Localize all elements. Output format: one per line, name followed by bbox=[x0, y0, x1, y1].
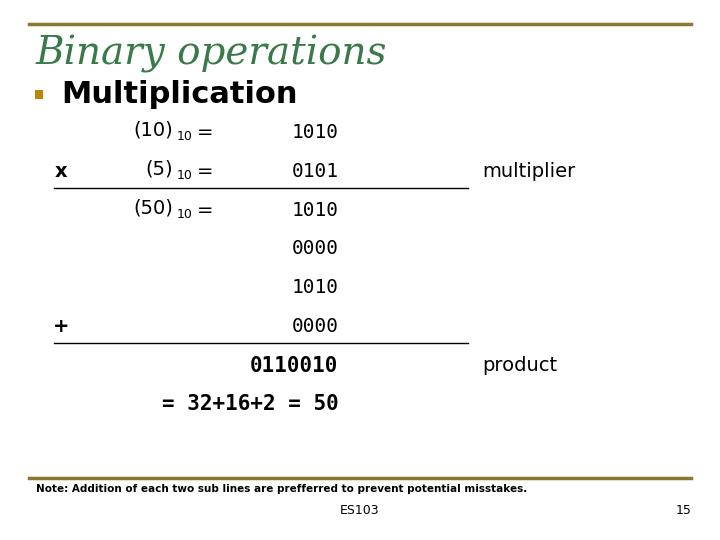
Text: Binary operations: Binary operations bbox=[36, 35, 387, 73]
Text: =: = bbox=[197, 123, 213, 142]
Text: Multiplication: Multiplication bbox=[61, 80, 297, 109]
Text: 0101: 0101 bbox=[292, 161, 338, 181]
Text: 10: 10 bbox=[176, 130, 192, 143]
Text: multiplier: multiplier bbox=[482, 161, 576, 181]
Text: = 32+16+2 = 50: = 32+16+2 = 50 bbox=[162, 394, 338, 415]
Text: x: x bbox=[55, 161, 68, 181]
Bar bbox=[35, 90, 43, 99]
Text: Note: Addition of each two sub lines are prefferred to prevent potential misstak: Note: Addition of each two sub lines are… bbox=[36, 484, 527, 494]
Text: ES103: ES103 bbox=[340, 504, 380, 517]
Text: (50): (50) bbox=[133, 198, 173, 218]
Text: (5): (5) bbox=[145, 159, 173, 179]
Text: 10: 10 bbox=[176, 169, 192, 182]
Text: 0110010: 0110010 bbox=[250, 355, 338, 376]
Text: 1010: 1010 bbox=[292, 200, 338, 220]
Text: 10: 10 bbox=[176, 208, 192, 221]
Text: 0000: 0000 bbox=[292, 239, 338, 259]
Text: 1010: 1010 bbox=[292, 278, 338, 298]
Text: 15: 15 bbox=[675, 504, 691, 517]
Text: =: = bbox=[197, 161, 213, 181]
Text: 0000: 0000 bbox=[292, 317, 338, 336]
Text: 1010: 1010 bbox=[292, 123, 338, 142]
Text: =: = bbox=[197, 200, 213, 220]
Text: product: product bbox=[482, 356, 557, 375]
Text: +: + bbox=[53, 317, 69, 336]
Text: (10): (10) bbox=[133, 120, 173, 140]
